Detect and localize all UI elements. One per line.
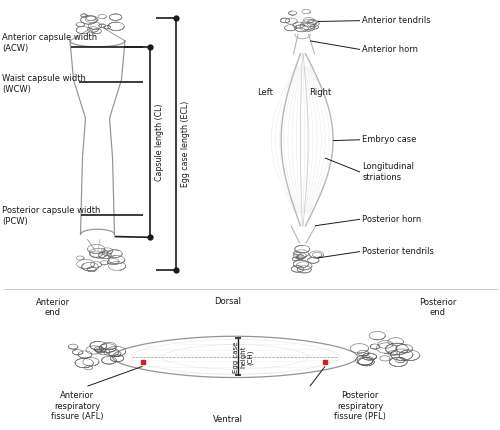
Text: Ventral: Ventral	[212, 415, 242, 424]
Text: Right: Right	[309, 88, 331, 97]
Text: Egg case length (ECL): Egg case length (ECL)	[180, 101, 190, 187]
Text: Posterior
respiratory
fissure (PFL): Posterior respiratory fissure (PFL)	[334, 391, 386, 421]
Text: Anterior capsule width
(ACW): Anterior capsule width (ACW)	[2, 33, 98, 53]
Text: Posterior capsule width
(PCW): Posterior capsule width (PCW)	[2, 206, 101, 226]
Text: Anterior tendrils: Anterior tendrils	[362, 16, 431, 25]
Text: Anterior
respiratory
fissure (AFL): Anterior respiratory fissure (AFL)	[52, 391, 104, 421]
Text: Posterior
end: Posterior end	[419, 298, 456, 317]
Text: Dorsal: Dorsal	[214, 297, 241, 305]
Text: Anterior horn: Anterior horn	[362, 45, 418, 54]
Text: Waist capsule width
(WCW): Waist capsule width (WCW)	[2, 74, 86, 94]
Text: Embryo case: Embryo case	[362, 135, 417, 144]
Text: Egg case
height
(CH): Egg case height (CH)	[233, 341, 254, 372]
Text: Capsule length (CL): Capsule length (CL)	[154, 104, 164, 181]
Text: Longitudinal
striations: Longitudinal striations	[362, 162, 414, 182]
Text: Left: Left	[257, 88, 273, 97]
Text: Posterior tendrils: Posterior tendrils	[362, 247, 434, 256]
Text: Posterior horn: Posterior horn	[362, 215, 422, 224]
Text: Anterior
end: Anterior end	[36, 298, 70, 317]
